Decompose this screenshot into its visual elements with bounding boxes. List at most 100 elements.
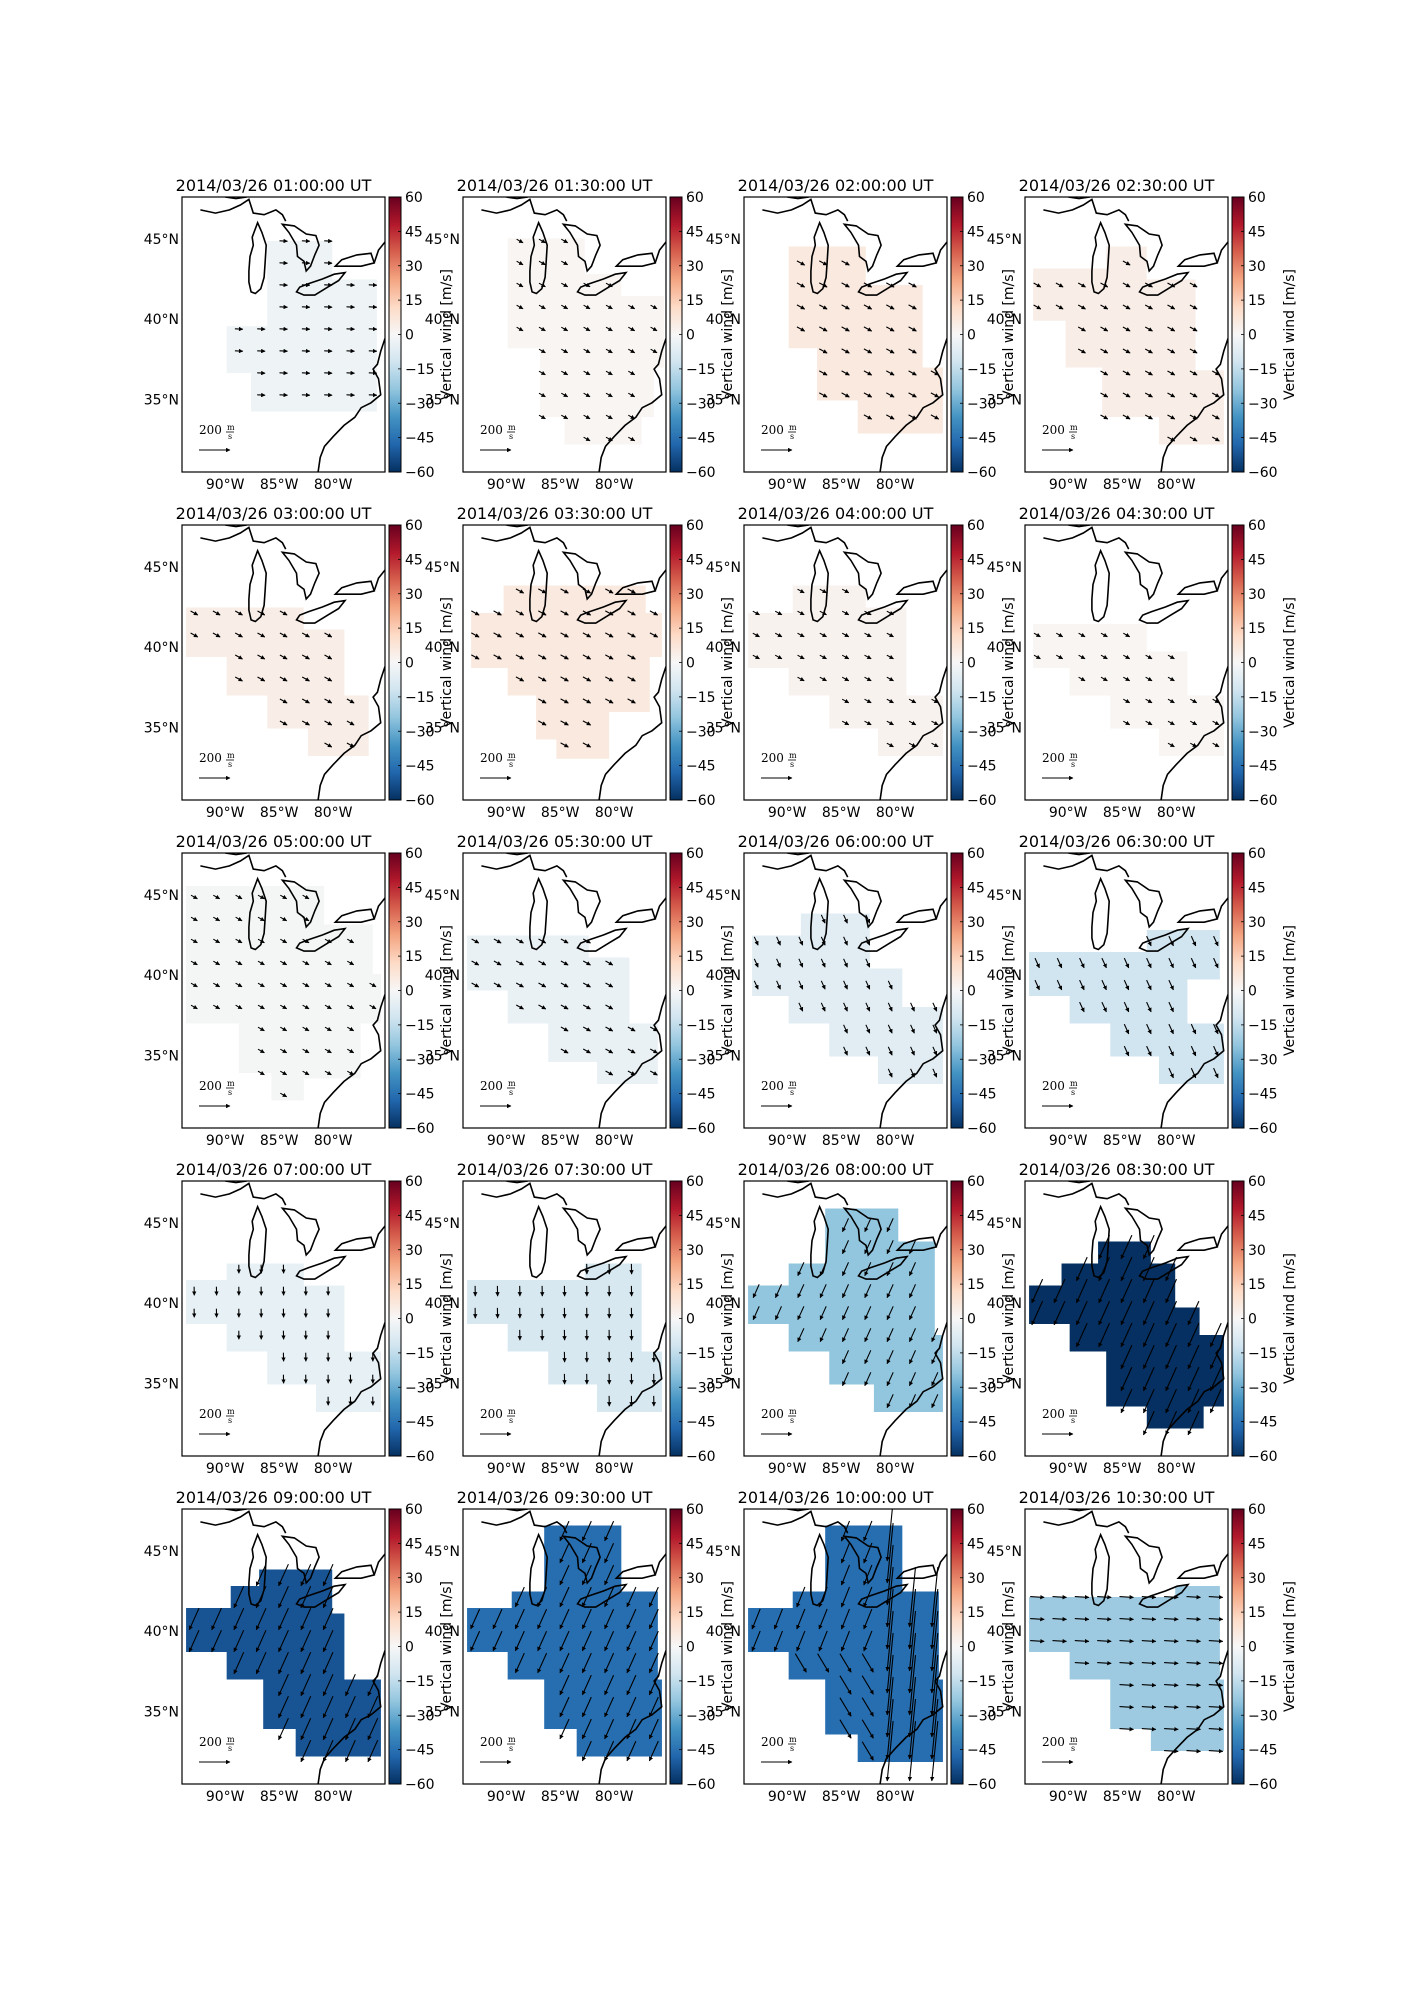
lon-tick-label: 85°W <box>541 1789 580 1805</box>
coastline <box>614 252 657 267</box>
wind-region <box>752 913 943 1084</box>
colorbar-label: Vertical wind [m/s] <box>439 269 455 400</box>
wind-region <box>1033 246 1224 445</box>
colorbar-tick-label: −45 <box>1248 759 1278 775</box>
wind-vector <box>190 960 198 966</box>
colorbar: 60 45 30 15 0 −15 −30 −45 −60 Vertical wind [m/s] <box>669 1502 736 1793</box>
wind-vector <box>514 1630 525 1652</box>
wind-vector <box>1165 1388 1178 1414</box>
wind-vector <box>1142 1300 1155 1326</box>
wind-vector <box>561 238 569 244</box>
wind-vector <box>930 1655 939 1716</box>
wind-vector <box>886 304 895 310</box>
colorbar: 60 45 30 15 0 −15 −30 −45 −60 Vertical wind [m/s] <box>1231 1174 1298 1465</box>
scale-label: 200 <box>761 1407 784 1421</box>
coastline <box>654 569 666 592</box>
wind-vector <box>538 370 546 376</box>
lon-tick-label: 90°W <box>487 1133 526 1149</box>
coastline <box>810 548 830 623</box>
wind-vector <box>863 1608 873 1630</box>
lat-tick-label: 35°N <box>425 1377 460 1393</box>
wind-vector <box>583 304 591 310</box>
colorbar-tick-label: −15 <box>967 1674 997 1690</box>
wind-vector <box>581 1586 592 1608</box>
coastline <box>1123 1207 1163 1257</box>
colorbar: 60 45 30 15 0 −15 −30 −45 −60 Vertical wind [m/s] <box>950 190 1017 481</box>
wind-vector <box>559 1718 570 1740</box>
wind-vector <box>864 610 872 616</box>
coastline <box>1216 1225 1228 1248</box>
wind-vector <box>279 676 288 682</box>
wind-vector <box>1189 348 1198 354</box>
wind-vector <box>1033 282 1042 288</box>
scale-label: 200 <box>761 751 784 765</box>
colorbar: 60 45 30 15 0 −15 −30 −45 −60 Vertical wind [m/s] <box>1231 846 1298 1137</box>
wind-vector <box>1123 632 1131 638</box>
wind-vector <box>471 960 480 966</box>
wind-vector <box>300 1563 312 1587</box>
wind-vector <box>538 304 546 310</box>
coastline <box>810 876 830 951</box>
wind-vector <box>538 610 547 616</box>
wind-vector <box>581 1718 592 1740</box>
wind-vector <box>302 916 310 922</box>
wind-vector <box>1212 742 1220 748</box>
wind-vector <box>752 632 760 638</box>
wind-vector <box>841 370 850 376</box>
wind-vector <box>1142 1410 1155 1436</box>
wind-vector <box>560 654 569 660</box>
colorbar-tick-label: −15 <box>1248 690 1278 706</box>
wind-vector <box>1145 676 1153 682</box>
wind-vector <box>347 1070 355 1076</box>
wind-vector <box>604 1696 615 1718</box>
wind-vector <box>627 1070 636 1076</box>
wind-vector <box>347 960 355 966</box>
wind-vector <box>300 1717 312 1741</box>
colorbar-tick-label: 45 <box>967 880 985 896</box>
wind-vector <box>1122 392 1131 398</box>
lat-tick-label: 35°N <box>706 393 741 409</box>
wind-vector <box>302 982 310 988</box>
wind-vector <box>1123 676 1131 682</box>
wind-vector <box>1119 1616 1134 1622</box>
wind-vector <box>886 392 895 398</box>
wind-vector <box>1100 326 1109 332</box>
colorbar: 60 45 30 15 0 −15 −30 −45 −60 Vertical wind [m/s] <box>388 846 455 1137</box>
wind-vector <box>626 1608 637 1630</box>
wind-vector <box>560 1004 569 1010</box>
colorbar-tick-label: 60 <box>967 846 985 862</box>
colorbar-tick-label: −60 <box>405 1121 435 1137</box>
wind-vector <box>516 260 524 266</box>
wind-vector <box>581 1520 592 1542</box>
wind-vector <box>1146 1023 1152 1035</box>
wind-vector <box>516 304 524 310</box>
wind-vector <box>885 1589 894 1650</box>
wind-vector <box>841 1306 850 1321</box>
wind-vector <box>255 1563 267 1587</box>
lat-tick-label: 40°N <box>987 1296 1022 1312</box>
colorbar-label: Vertical wind [m/s] <box>1001 269 1017 400</box>
map-frame <box>743 852 948 1129</box>
lat-tick-label: 40°N <box>706 968 741 984</box>
wind-vector <box>257 1048 265 1054</box>
wind-vector <box>1122 370 1131 376</box>
wind-vector <box>560 676 569 682</box>
wind-vector <box>302 1048 310 1054</box>
map-frame <box>181 524 386 801</box>
wind-vector <box>190 982 198 988</box>
wind-vector <box>839 1653 852 1673</box>
wind-vector <box>648 1652 659 1674</box>
wind-vector <box>324 676 333 682</box>
wind-vector <box>233 1629 245 1653</box>
wind-vector <box>561 414 569 420</box>
coastline <box>373 1225 385 1248</box>
wind-vector <box>1144 348 1153 354</box>
colorbar-tick-label: 60 <box>686 1174 704 1190</box>
wind-vector <box>347 982 355 988</box>
wind-vector <box>861 1697 874 1717</box>
wind-vector <box>773 1630 784 1652</box>
scale-unit-denominator: s <box>228 432 232 441</box>
wind-vector <box>278 1563 289 1587</box>
wind-vector <box>605 370 613 376</box>
wind-vector <box>1097 1616 1112 1622</box>
